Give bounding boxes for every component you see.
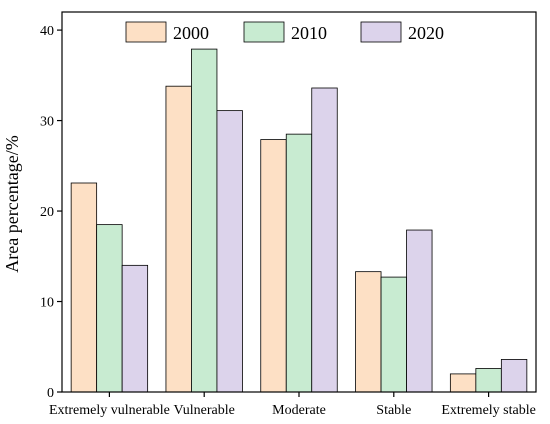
y-tick-label: 10 — [40, 296, 54, 311]
bar-2010-2 — [285, 133, 313, 393]
legend: 2000 2010 2020 — [125, 21, 444, 43]
x-tick-label: Extremely stable — [441, 403, 535, 418]
bar-2010-0 — [96, 224, 123, 393]
bar-2020-3 — [406, 229, 433, 393]
bar-2020-1 — [216, 110, 243, 393]
x-axis: Extremely vulnerable Vulnerable Moderate St… — [49, 392, 536, 418]
x-tick-label: Stable — [376, 403, 411, 418]
legend-swatch-2020 — [360, 21, 402, 43]
legend-label-2000: 2000 — [173, 23, 209, 43]
legend-label-2020: 2020 — [408, 23, 444, 43]
x-tick-label: Vulnerable — [174, 403, 235, 418]
legend-label-2010: 2010 — [291, 23, 327, 43]
x-tick-label: Moderate — [272, 403, 326, 418]
bar-2000-0 — [70, 182, 98, 393]
y-tick-label: 20 — [40, 205, 54, 220]
bar-2000-4 — [449, 373, 477, 393]
y-tick-label: 0 — [47, 386, 54, 401]
bar-2020-2 — [311, 87, 338, 393]
y-axis-title: Area percentage/% — [2, 135, 22, 272]
y-tick-label: 40 — [40, 24, 54, 39]
bar-2000-3 — [355, 271, 382, 393]
bar-2010-1 — [191, 48, 218, 393]
legend-swatch-2010 — [243, 21, 285, 43]
y-tick-label: 30 — [40, 115, 54, 130]
bar-2000-2 — [260, 139, 287, 393]
bar-2020-0 — [121, 264, 149, 393]
legend-swatch-2000 — [125, 21, 167, 43]
bar-2020-4 — [500, 359, 528, 393]
bar-2010-3 — [380, 276, 407, 393]
bar-2000-1 — [165, 85, 192, 393]
bars-group — [70, 48, 528, 393]
x-tick-label: Extremely vulnerable — [49, 403, 170, 418]
bar-2010-4 — [475, 368, 502, 393]
y-axis: 0 10 20 30 40 — [40, 24, 62, 401]
